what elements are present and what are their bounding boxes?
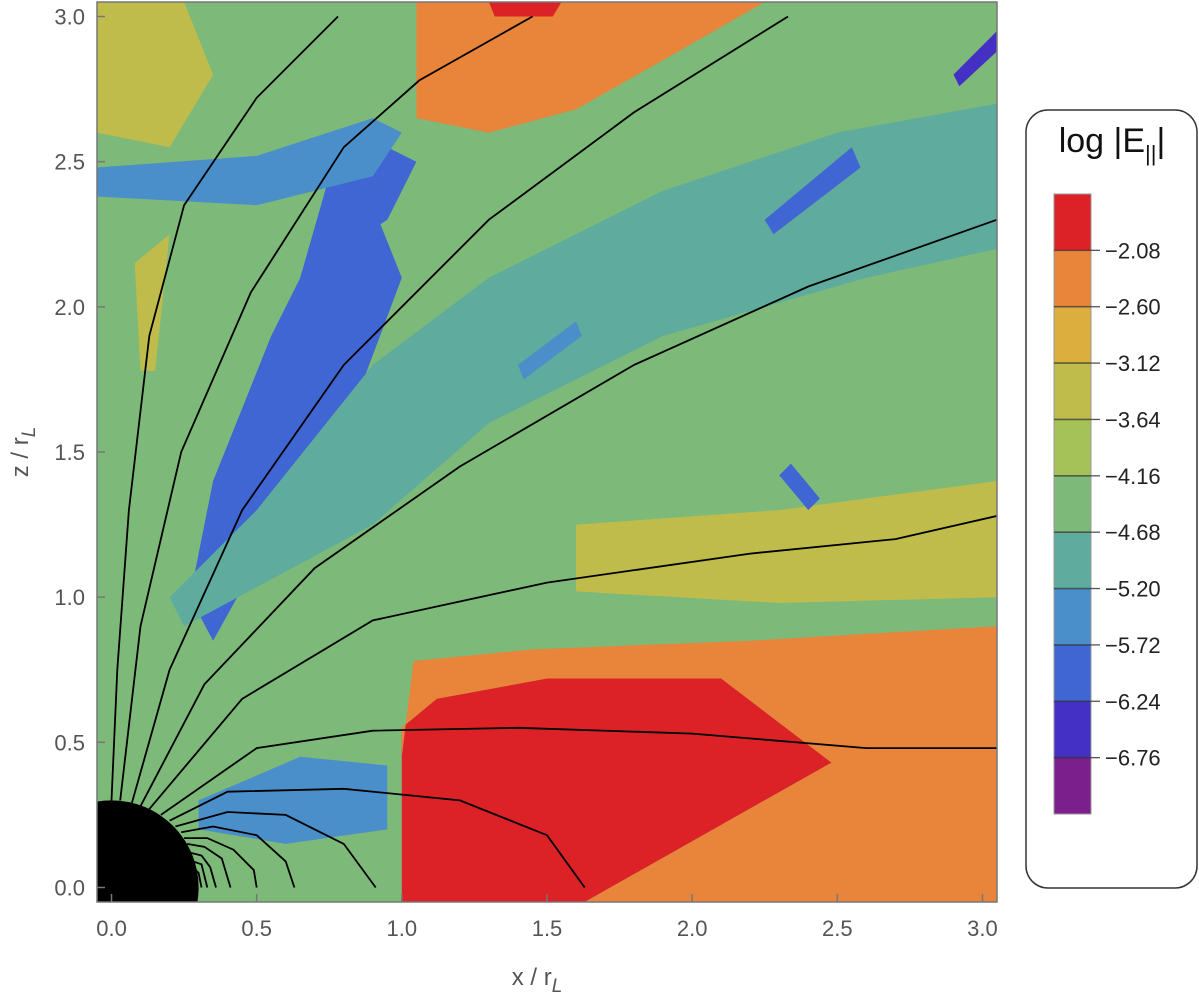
y-axis-title: z / rL [7, 427, 40, 478]
colorbar-tick-label: −3.64 [1105, 407, 1161, 432]
central-body-disk [97, 800, 199, 902]
x-tick-label: 1.0 [387, 916, 418, 941]
colorbar-tick-label: −4.68 [1105, 520, 1161, 545]
legend: log |E||| −2.08 −2.60 −3.12 −3.64 −4.16 −4.68… [1025, 109, 1198, 889]
x-tick-label: 0.0 [96, 916, 127, 941]
legend-title-suffix: | [1156, 122, 1165, 160]
yellow-upper-left [97, 2, 214, 148]
colorbar-tick-label: −6.76 [1105, 746, 1161, 771]
top-red-spot [488, 2, 562, 17]
x-tick-label: 2.5 [822, 916, 853, 941]
y-tick-label: 1.0 [54, 585, 85, 610]
colorbar-swatch [1054, 532, 1091, 590]
blue-streak-3 [953, 31, 997, 87]
field-line [110, 15, 339, 801]
x-tick-label: 2.0 [677, 916, 708, 941]
orange-equatorial-zone [401, 626, 997, 902]
colorbar-swatch [1054, 194, 1091, 251]
field-line [119, 15, 533, 801]
plot-area [97, 2, 997, 902]
colorbar-swatch [1054, 757, 1091, 815]
colorbar-swatch [1054, 644, 1091, 702]
blue-low-near-star [198, 756, 388, 844]
field-line [184, 837, 258, 888]
field-line [139, 218, 997, 807]
blue-streak-4 [779, 463, 820, 511]
y-tick-label: 0.0 [54, 875, 85, 900]
x-axis-title-subscript: L [552, 976, 563, 997]
y-tick-label: 2.5 [54, 150, 85, 175]
colorbar-swatch [1054, 419, 1091, 477]
blue-streak-1 [518, 321, 582, 380]
colorbar: −2.08 −2.60 −3.12 −3.64 −4.16 −4.68 −5.20 −5.72… [1053, 193, 1161, 815]
y-tick-label: 1.5 [54, 440, 85, 465]
colorbar-swatch [1054, 588, 1091, 646]
x-axis-ticks: 0.0 0.5 1.0 1.5 2.0 2.5 3.0 [96, 894, 998, 941]
teal-central-band [169, 103, 997, 627]
field-line [160, 726, 997, 816]
blue-upper-band [97, 118, 402, 206]
colorbar-swatch [1054, 306, 1091, 364]
colorbar-swatch [1054, 475, 1091, 533]
field-line [175, 811, 377, 889]
colorbar-swatch [1054, 701, 1091, 759]
dense-red-equatorial-wedge [401, 678, 832, 902]
colorbar-swatch [1054, 363, 1091, 420]
field-line [130, 15, 789, 804]
field-line [169, 787, 586, 889]
legend-title-subscript: || [1145, 141, 1156, 166]
y-tick-label: 3.0 [54, 5, 85, 30]
field-line [186, 843, 232, 888]
field-line [148, 515, 997, 810]
legend-title: log |E||| [1059, 122, 1166, 166]
legend-frame [1025, 109, 1198, 889]
x-tick-label: 0.5 [241, 916, 272, 941]
field-lines [110, 15, 997, 889]
colorbar-tick-label: −5.72 [1105, 633, 1161, 658]
contour-regions [97, 2, 997, 902]
blue-streak-2 [764, 147, 861, 235]
field-line [189, 851, 217, 888]
colorbar-tick-label: −5.20 [1105, 577, 1161, 602]
y-axis-title-subscript: L [19, 427, 40, 438]
y-tick-label: 2.0 [54, 295, 85, 320]
colorbar-tick-label: −6.24 [1105, 689, 1161, 714]
x-axis-title: x / rL [512, 964, 563, 997]
central-body [97, 800, 199, 902]
yellow-left-lobe [134, 234, 170, 371]
yellow-right-band [576, 481, 997, 603]
y-tick-label: 0.5 [54, 730, 85, 755]
field-line [192, 860, 209, 888]
colorbar-tick-label: −2.08 [1105, 238, 1161, 263]
colorbar-tick-label: −4.16 [1105, 464, 1161, 489]
top-orange-plume [416, 2, 765, 133]
y-axis-ticks: 0.0 0.5 1.0 1.5 2.0 2.5 3.0 [54, 5, 105, 900]
field-line [181, 825, 296, 888]
x-tick-label: 1.5 [532, 916, 563, 941]
colorbar-tick-label: −2.60 [1105, 295, 1161, 320]
x-tick-label: 3.0 [967, 916, 998, 941]
colorbar-frame [1053, 193, 1092, 815]
colorbar-tick-label: −3.12 [1105, 351, 1161, 376]
colorbar-swatch [1054, 250, 1091, 308]
